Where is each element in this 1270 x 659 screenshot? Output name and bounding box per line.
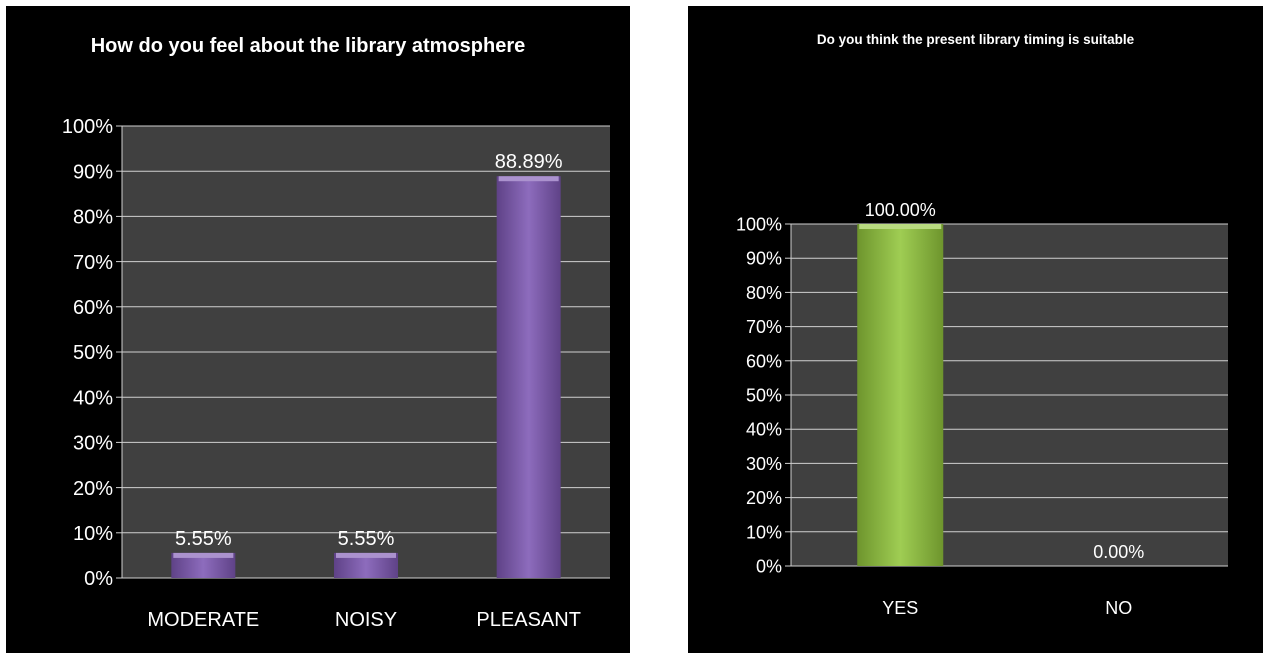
y-tick-label: 100% [736, 214, 782, 234]
y-tick-label: 60% [746, 351, 782, 371]
data-label-moderate: 5.55% [175, 528, 232, 550]
chart-title-timing: Do you think the present library timing … [816, 32, 1135, 47]
y-tick-label: 40% [746, 420, 782, 440]
y-tick-label: 90% [73, 161, 113, 183]
y-tick-label: 0% [756, 556, 782, 576]
x-tick-label-pleasant: PLEASANT [476, 609, 580, 631]
data-label-no: 0.00% [1093, 542, 1144, 562]
y-tick-label: 30% [73, 433, 113, 455]
data-label-noisy: 5.55% [338, 528, 395, 550]
y-tick-label: 100% [62, 116, 113, 138]
x-tick-label-yes: YES [882, 598, 918, 618]
y-tick-label: 70% [73, 252, 113, 274]
x-tick-label-moderate: MODERATE [147, 609, 259, 631]
bar-cap-moderate [173, 552, 234, 558]
y-tick-label: 20% [746, 488, 782, 508]
bar-chart-timing: 0% 10% 20% 30% 40% 50% 60% 70% 80% 90% 100% 100.00%… [736, 200, 1228, 618]
bar-chart-atmosphere: 0% 10% 20% 30% 40% 50% 60% 70% 80% 90% 100% 5.55% MO… [62, 116, 610, 631]
y-tick-label: 70% [746, 317, 782, 337]
x-tick-label-noisy: NOISY [335, 609, 397, 631]
y-tick-label: 10% [746, 522, 782, 542]
data-label-yes: 100.00% [865, 200, 936, 220]
chart-panel-timing: Do you think the present library timing … [688, 6, 1263, 653]
y-tick-label: 40% [73, 387, 113, 409]
y-tick-label: 0% [84, 568, 113, 590]
chart-title-atmosphere: How do you feel about the library atmosp… [90, 35, 526, 57]
bar-yes [857, 224, 944, 566]
y-tick-label: 50% [73, 342, 113, 364]
y-tick-label: 90% [746, 249, 782, 269]
bar-cap-pleasant [498, 176, 559, 182]
x-tick-label-no: NO [1105, 598, 1132, 618]
y-tick-label: 50% [746, 385, 782, 405]
bar-cap-yes [859, 224, 942, 229]
data-label-pleasant: 88.89% [495, 151, 563, 173]
bar-pleasant [496, 176, 561, 578]
y-tick-label: 30% [746, 454, 782, 474]
bar-cap-noisy [336, 552, 396, 558]
chart-panel-atmosphere: How do you feel about the library atmosp… [6, 6, 630, 653]
y-tick-label: 20% [73, 478, 113, 500]
y-tick-label: 80% [73, 207, 113, 229]
y-tick-label: 60% [73, 297, 113, 319]
y-tick-label: 80% [746, 283, 782, 303]
y-tick-label: 10% [73, 523, 113, 545]
